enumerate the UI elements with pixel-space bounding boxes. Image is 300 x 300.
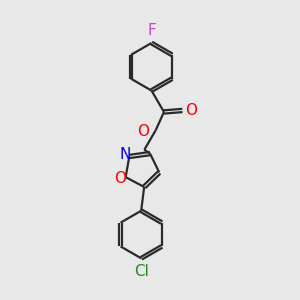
Text: N: N (119, 147, 131, 162)
Text: O: O (185, 103, 197, 118)
Text: O: O (114, 171, 126, 186)
Text: O: O (137, 124, 149, 139)
Text: Cl: Cl (134, 264, 148, 279)
Text: F: F (147, 23, 156, 38)
